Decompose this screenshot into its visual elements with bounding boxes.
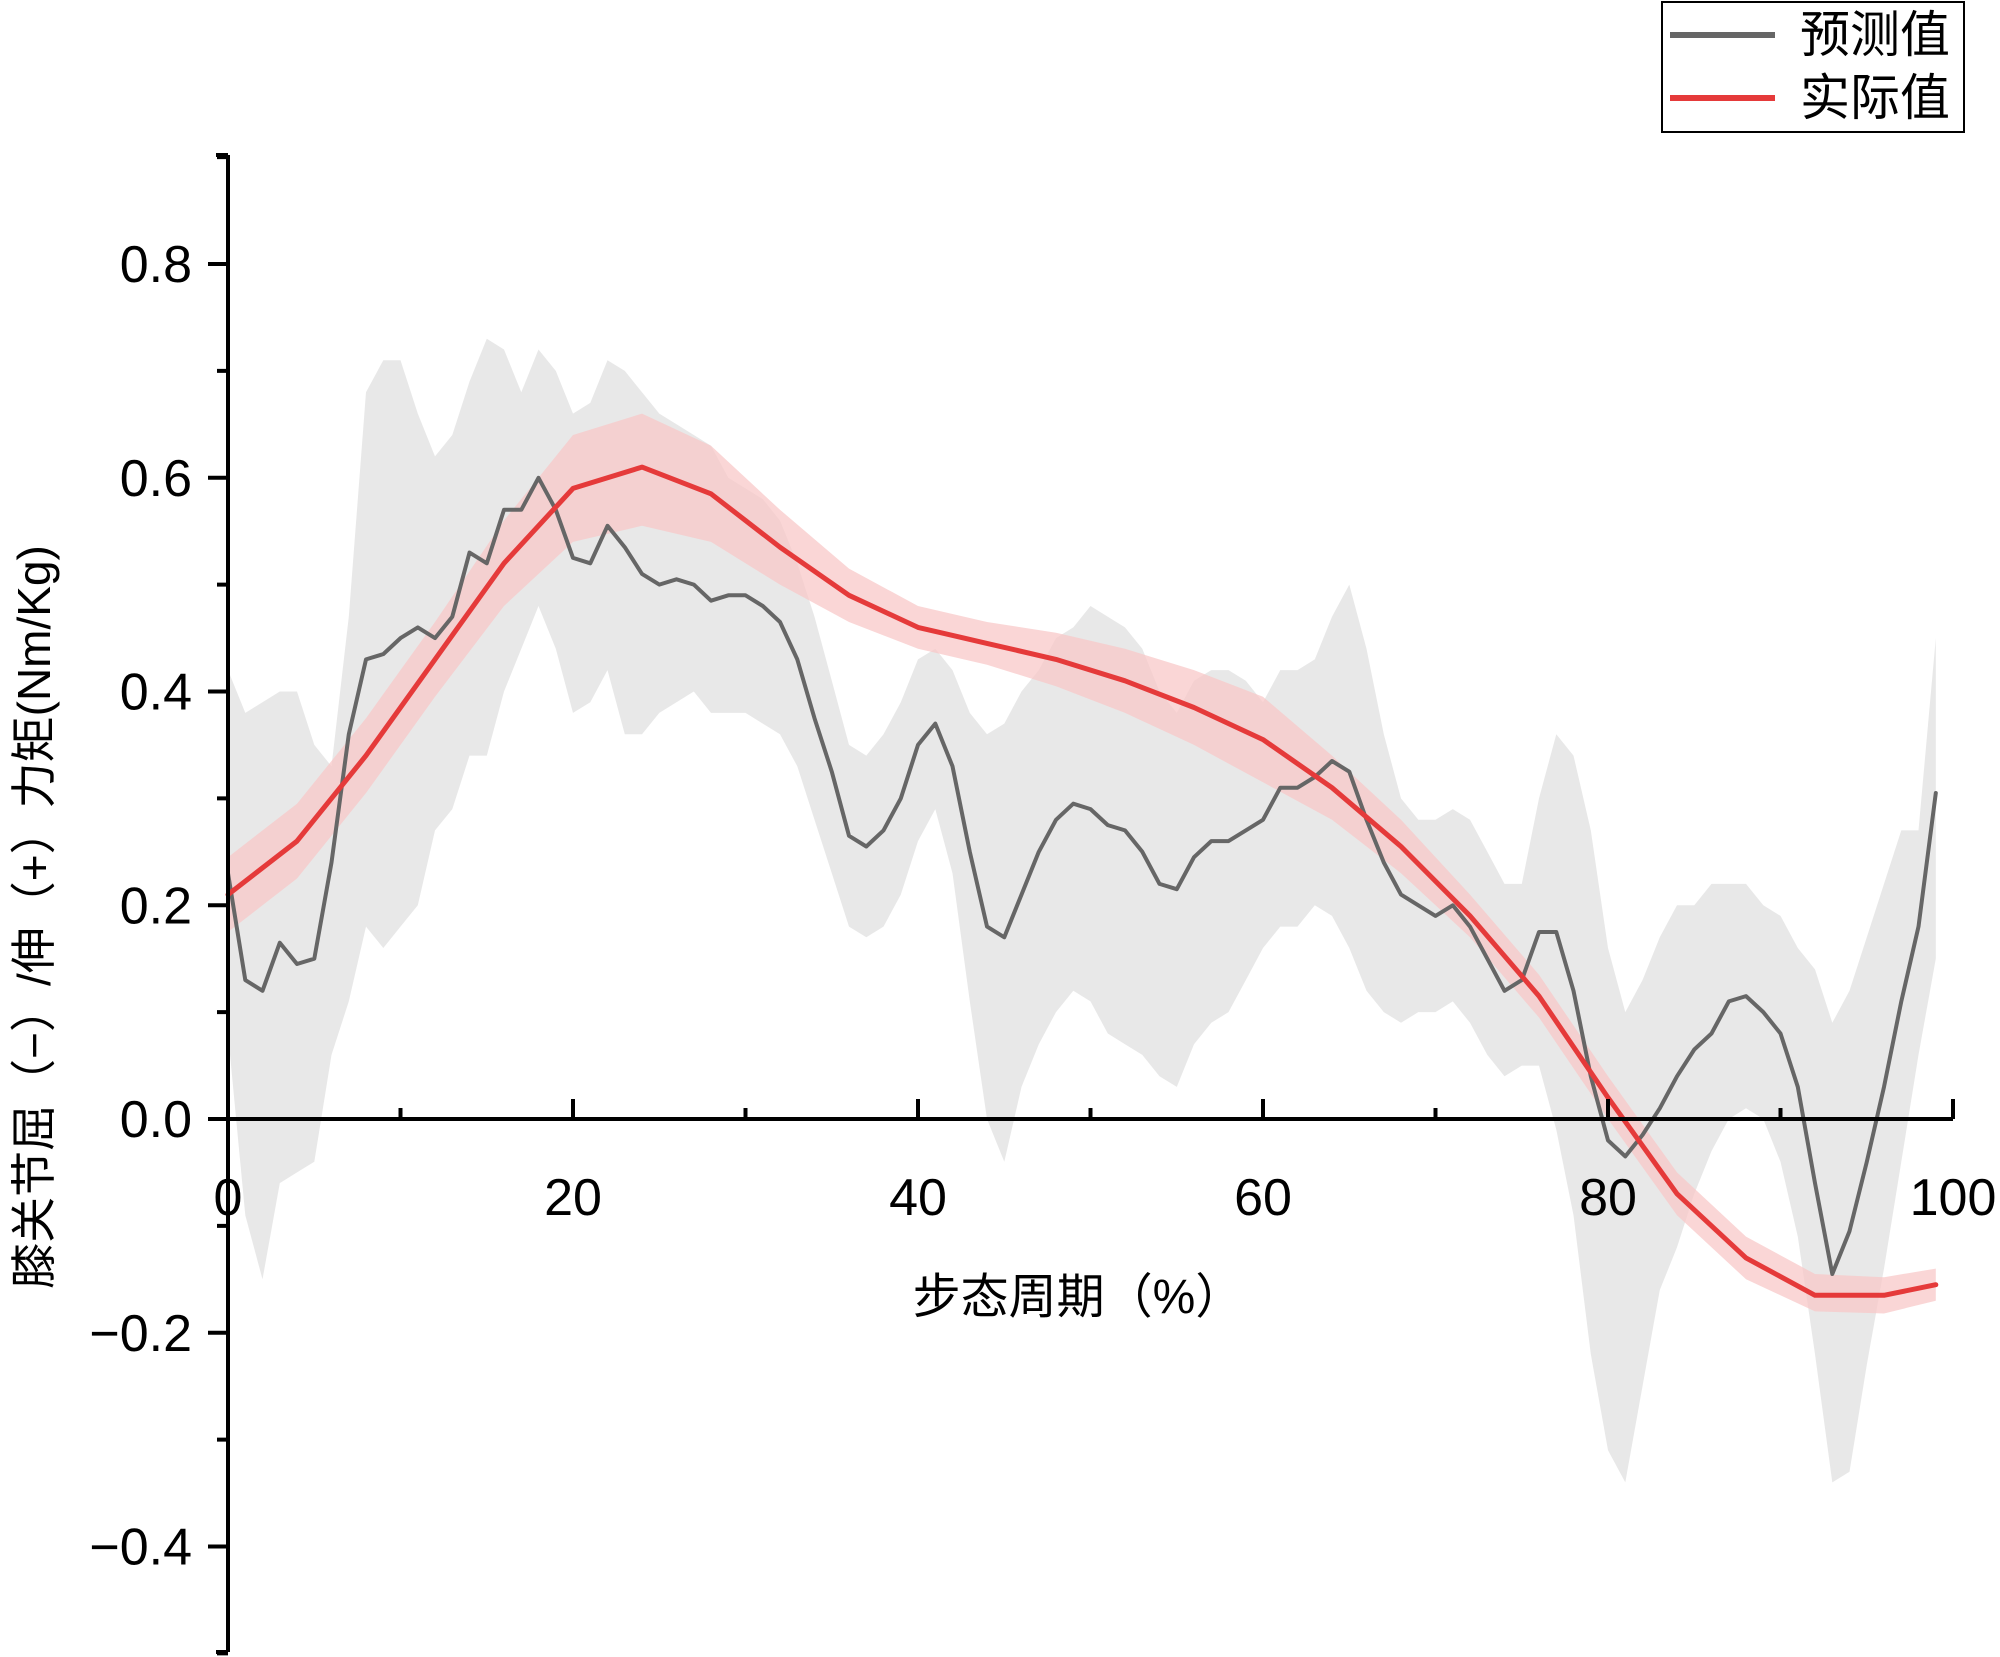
series-line-actual bbox=[225, 464, 1939, 1298]
x-tick-label: 0 bbox=[214, 1169, 243, 1227]
y-tick-label: 0.2 bbox=[120, 877, 192, 935]
y-tick-label: 0.6 bbox=[120, 450, 192, 508]
x-tick-label: 100 bbox=[1910, 1169, 1997, 1227]
tick-marks-and-labels: −0.4 −0.2 0.0 0.2 0.4 0.6 0.8 0 20 40 60 80 100 bbox=[89, 155, 1997, 1656]
x-axis-label: 步态周期（%） bbox=[913, 1271, 1244, 1324]
band-predicted bbox=[228, 338, 1936, 1483]
x-tick-label: 40 bbox=[889, 1169, 947, 1227]
x-tick-label: 60 bbox=[1234, 1169, 1292, 1227]
confidence-bands bbox=[228, 338, 1936, 1483]
y-tick-label: −0.4 bbox=[89, 1519, 192, 1577]
series-line-predicted bbox=[226, 475, 1938, 1276]
y-axis-label: 膝关节屈（−）/伸（+）力矩(Nm/Kg) bbox=[8, 545, 60, 1289]
legend-label: 预测值 bbox=[1800, 7, 1950, 63]
y-tick-label: 0.8 bbox=[120, 236, 192, 294]
x-tick-label: 20 bbox=[544, 1169, 602, 1227]
y-tick-label: −0.2 bbox=[89, 1305, 192, 1363]
legend-box bbox=[1661, 1, 1965, 133]
y-tick-label: 0.0 bbox=[120, 1091, 192, 1149]
legend-label: 实际值 bbox=[1800, 70, 1950, 126]
y-tick-label: 0.4 bbox=[120, 664, 192, 722]
x-tick-label: 80 bbox=[1579, 1169, 1637, 1227]
series-lines bbox=[225, 464, 1939, 1298]
